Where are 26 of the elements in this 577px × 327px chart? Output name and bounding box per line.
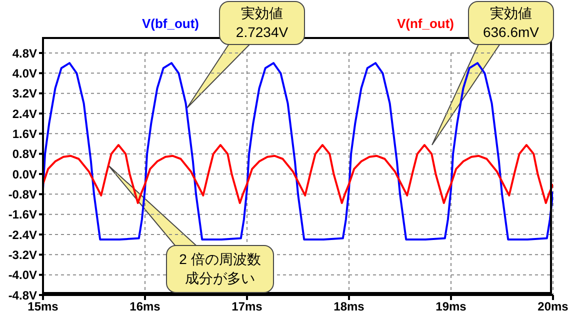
- x-tick-label: 19ms: [436, 300, 467, 314]
- x-tick-label: 16ms: [130, 300, 161, 314]
- x-tick-label: 18ms: [334, 300, 365, 314]
- annotation: 2 倍の周波数成分が多い: [178, 250, 262, 288]
- y-tick-label: 4.0V: [12, 66, 37, 80]
- y-tick-label: -3.2V: [8, 248, 37, 262]
- y-tick-label: -4.8V: [8, 288, 37, 302]
- y-tick-label: 4.8V: [12, 46, 37, 60]
- line-series: [43, 144, 553, 204]
- x-tick-label: 17ms: [232, 300, 263, 314]
- x-tick-label: 15ms: [28, 300, 59, 314]
- y-tick-label: 1.6V: [12, 126, 37, 141]
- y-tick-label: -1.6V: [8, 208, 37, 222]
- text: V(bf_out): [142, 16, 200, 31]
- text: V(nf_out): [396, 16, 454, 31]
- y-tick-label: 3.2V: [12, 86, 37, 101]
- y-tick-label: -0.8V: [8, 187, 37, 202]
- line-series: [43, 62, 553, 241]
- y-tick-label: 0.8V: [12, 147, 37, 162]
- y-tick-label: -2.4V: [8, 228, 37, 242]
- y-tick-label: 2.4V: [12, 106, 37, 121]
- y-tick-label: -4.0V: [8, 268, 37, 282]
- x-tick-label: 20ms: [538, 300, 569, 314]
- text: 実効値 636.6mV: [482, 4, 540, 42]
- text: 実効値 2.7234V: [236, 4, 288, 42]
- y-tick-label: 0.0V: [12, 167, 37, 182]
